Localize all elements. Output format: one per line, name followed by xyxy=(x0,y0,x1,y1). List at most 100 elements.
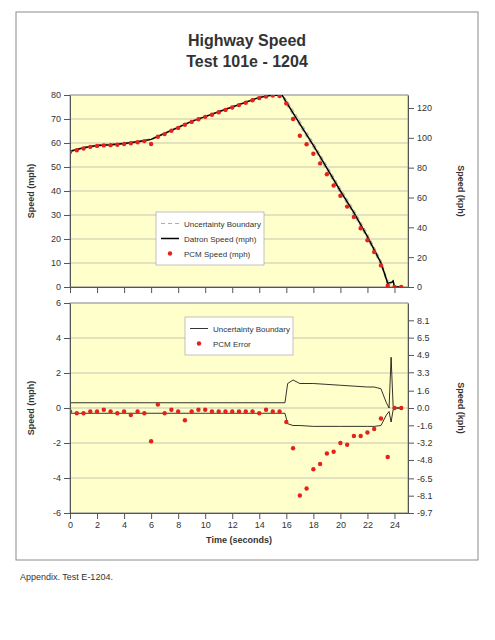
x-axis-tick xyxy=(97,287,98,293)
x-axis-tick-mark xyxy=(97,513,98,519)
y2-axis-tick-label: -8.1 xyxy=(417,491,433,501)
point xyxy=(379,263,383,267)
grid-line xyxy=(70,478,408,479)
point xyxy=(176,126,180,130)
x-axis-tick-mark xyxy=(124,287,125,293)
y2-axis-tick: 60 xyxy=(408,193,427,203)
y-axis-tick: 40 xyxy=(51,186,70,196)
point xyxy=(345,443,349,447)
point xyxy=(304,142,308,146)
grid-line xyxy=(70,408,408,409)
y-axis-tick-label: 70 xyxy=(51,114,61,124)
y2-axis-tick-mark xyxy=(408,372,414,373)
x-axis-tick xyxy=(232,287,233,293)
point xyxy=(250,409,254,413)
y2-axis-line xyxy=(408,96,409,288)
y-axis-tick-label: -4 xyxy=(53,473,61,483)
point xyxy=(230,409,234,413)
y-axis-tick-mark xyxy=(64,443,70,444)
legend-label: PCM Speed (mph) xyxy=(184,250,251,259)
y2-axis-tick-label: 20 xyxy=(417,253,427,263)
point xyxy=(392,285,396,287)
y-axis-line xyxy=(70,304,71,514)
x-axis: 024681012141618202224 xyxy=(68,513,409,530)
x-axis-tick-label: 2 xyxy=(95,520,100,530)
x-axis-tick xyxy=(259,287,260,293)
x-axis-tick-mark xyxy=(340,513,341,519)
legend-label: Datron Speed (mph) xyxy=(184,235,257,244)
point xyxy=(196,117,200,121)
y-axis-tick-label: 40 xyxy=(51,186,61,196)
point xyxy=(75,411,79,415)
legend-symbol xyxy=(197,341,201,345)
point xyxy=(95,409,99,413)
point xyxy=(392,406,396,410)
point xyxy=(189,120,193,124)
y-axis-tick-mark xyxy=(64,303,70,304)
point xyxy=(176,409,180,413)
y2-axis-tick-label: 1.6 xyxy=(417,386,430,396)
point xyxy=(338,441,342,445)
x-axis-tick-mark xyxy=(70,287,71,293)
x-axis-tick-mark xyxy=(340,287,341,293)
uncertainty-upper xyxy=(70,357,401,408)
grid-line xyxy=(70,191,408,192)
chart-subtitle: Test 101e - 1204 xyxy=(186,53,308,70)
point xyxy=(277,409,281,413)
y2-axis-tick-mark xyxy=(408,168,414,169)
point xyxy=(386,455,390,459)
y-axis-tick-label: 80 xyxy=(51,90,61,100)
point xyxy=(325,172,329,176)
legend-symbol xyxy=(190,328,208,329)
point xyxy=(210,112,214,116)
point xyxy=(264,408,268,412)
y2-axis-tick-mark xyxy=(408,108,414,109)
y2-axis-tick: -6.5 xyxy=(408,474,433,484)
point xyxy=(372,427,376,431)
point xyxy=(102,408,106,412)
point xyxy=(102,143,106,147)
legend: Uncertainty BoundaryDatron Speed (mph)PC… xyxy=(156,212,264,265)
y-axis: -6-4-20246 xyxy=(53,298,71,518)
x-axis-tick: 16 xyxy=(282,513,292,530)
y-axis-tick-label: 60 xyxy=(51,138,61,148)
point xyxy=(169,129,173,133)
x-axis-tick-mark xyxy=(70,513,71,519)
point xyxy=(291,117,295,121)
x-axis-tick-mark xyxy=(313,513,314,519)
point xyxy=(399,285,403,287)
x-axis-tick: 0 xyxy=(68,513,73,530)
plot-area xyxy=(70,303,408,513)
y2-axis-tick-label: -6.5 xyxy=(417,474,433,484)
y-axis-tick-mark xyxy=(64,239,70,240)
grid-line xyxy=(70,373,408,374)
y-axis-tick-mark xyxy=(64,478,70,479)
x-axis-tick: 24 xyxy=(390,513,400,530)
y-axis-tick-label: 2 xyxy=(56,368,61,378)
x-axis-tick-mark xyxy=(367,513,368,519)
y2-axis-tick-mark xyxy=(408,355,414,356)
chart-frame xyxy=(16,12,478,560)
x-axis-tick-mark xyxy=(394,287,395,293)
y-axis-tick-label: 4 xyxy=(56,333,61,343)
marks xyxy=(70,357,403,497)
point xyxy=(183,418,187,422)
y-axis-tick: 80 xyxy=(51,90,70,100)
x-axis-tick-mark xyxy=(178,513,179,519)
panel-0: 01020304050607080020406080100120Highway … xyxy=(26,32,466,293)
point xyxy=(210,409,214,413)
x-axis-tick: 18 xyxy=(309,513,319,530)
point xyxy=(142,139,146,143)
point xyxy=(129,141,133,145)
y-axis-tick: 30 xyxy=(51,210,70,220)
x-axis-tick: 12 xyxy=(228,513,238,530)
point xyxy=(237,409,241,413)
legend: Uncertainty BoundaryPCM Error xyxy=(185,317,293,355)
point xyxy=(75,148,79,152)
point xyxy=(338,194,342,198)
y2-axis-tick-label: 4.9 xyxy=(417,350,430,360)
point xyxy=(115,411,119,415)
y2-axis-title: Speed (kph) xyxy=(456,165,466,217)
point xyxy=(81,411,85,415)
x-axis-tick-label: 22 xyxy=(363,520,373,530)
